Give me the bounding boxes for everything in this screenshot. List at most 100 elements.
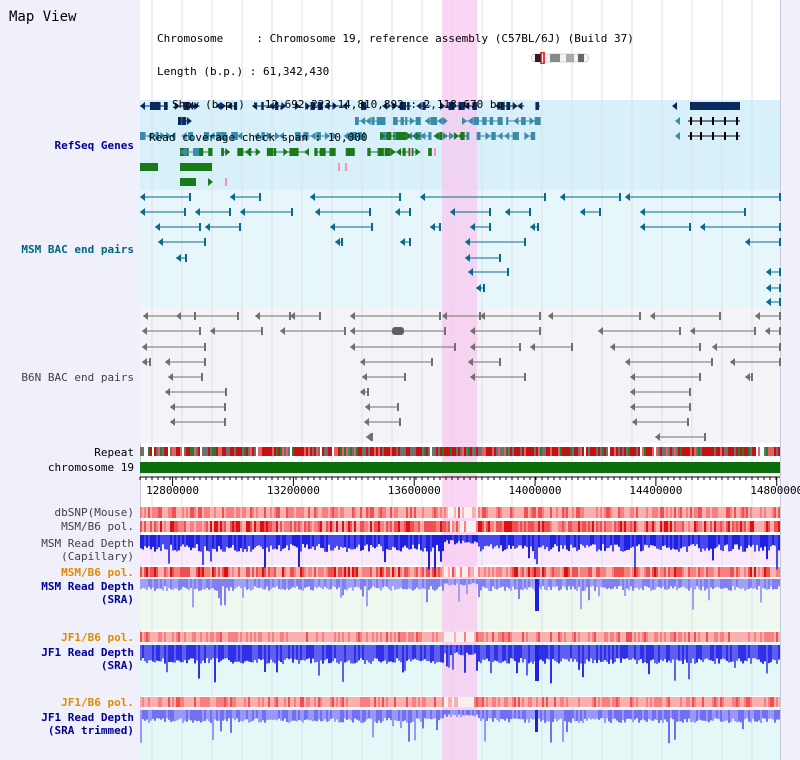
pol-cell <box>612 521 614 532</box>
pol-cell <box>224 507 226 518</box>
pol-cell <box>376 567 378 577</box>
depth-bar <box>156 710 158 719</box>
repeat-block <box>308 447 310 456</box>
depth-bar <box>144 645 146 662</box>
depth-bar <box>232 579 234 591</box>
track-label-repeat[interactable]: Repeat <box>94 446 134 459</box>
depth-bar <box>252 579 254 590</box>
depth-bar <box>736 710 738 723</box>
track-label-chromosome[interactable]: chromosome 19 <box>47 461 134 474</box>
pol-cell <box>506 697 508 707</box>
depth-bar <box>164 710 166 722</box>
depth-bar <box>420 579 422 590</box>
track-label-refseq[interactable]: RefSeq Genes <box>54 139 134 152</box>
depth-bar <box>302 535 304 545</box>
pol-cell <box>502 632 504 642</box>
depth-bar <box>258 535 260 546</box>
pol-cell <box>396 567 398 577</box>
gene-exon <box>500 102 505 110</box>
depth-bar <box>330 535 332 551</box>
pol-cell <box>688 632 690 642</box>
depth-bar <box>438 645 440 662</box>
pol-cell <box>732 521 734 532</box>
depth-bar <box>526 535 528 548</box>
pol-cell <box>286 567 288 577</box>
pol-cell <box>176 521 178 532</box>
depth-bar <box>556 579 558 587</box>
pol-cell <box>654 521 656 532</box>
depth-bar <box>336 710 338 720</box>
depth-bar <box>500 645 502 664</box>
depth-bar <box>616 579 618 589</box>
pol-cell <box>222 521 224 532</box>
repeat-block <box>288 447 290 456</box>
pol-cell <box>712 567 714 577</box>
pol-cell <box>578 507 580 518</box>
pol-cell <box>546 507 548 518</box>
repeat-block <box>254 447 256 456</box>
track-label-jf1-b6-pol-trimmed[interactable]: JF1/B6 pol. <box>61 696 134 709</box>
gene-exon <box>329 148 336 156</box>
gene-exon <box>155 102 161 110</box>
track-label-dbsnp[interactable]: dbSNP(Mouse) <box>54 506 134 519</box>
track-label-msm-depth-sra[interactable]: MSM Read Depth (SRA) <box>0 580 134 606</box>
depth-bar <box>148 645 150 661</box>
depth-spike <box>535 710 538 732</box>
pol-cell <box>192 507 194 518</box>
repeat-block <box>466 447 468 456</box>
track-label-msm-bac[interactable]: MSM BAC end pairs <box>21 243 134 256</box>
gene-exon-arrow <box>625 358 630 366</box>
pol-cell <box>630 697 632 707</box>
depth-bar <box>492 579 494 587</box>
track-label-b6n-bac[interactable]: B6N BAC end pairs <box>21 371 134 384</box>
pol-cell <box>704 697 706 707</box>
pol-cell <box>638 697 640 707</box>
pol-cell <box>400 632 402 642</box>
depth-bar <box>504 645 506 661</box>
repeat-block <box>672 447 674 456</box>
pol-cell <box>398 507 400 518</box>
depth-bar <box>558 579 560 591</box>
pol-cell <box>614 697 616 707</box>
pol-cell <box>686 632 688 642</box>
bac-end-mark <box>544 193 546 201</box>
gene-exon-arrow <box>364 418 369 426</box>
pol-cell <box>620 507 622 518</box>
gene-exon <box>530 132 536 140</box>
repeat-block <box>356 447 358 456</box>
depth-bar <box>554 710 556 719</box>
gene-exon <box>357 132 362 140</box>
pol-cell <box>698 507 700 518</box>
depth-bar <box>652 535 654 546</box>
pol-cell <box>188 521 190 532</box>
pol-cell <box>350 567 352 577</box>
track-label-jf1-depth-sra[interactable]: JF1 Read Depth (SRA) <box>0 646 134 672</box>
pol-cell <box>310 507 312 518</box>
depth-bar <box>276 710 278 721</box>
depth-bar <box>194 579 196 590</box>
depth-bar <box>474 710 476 717</box>
track-label-jf1-b6-pol[interactable]: JF1/B6 pol. <box>61 631 134 644</box>
depth-bar <box>188 645 190 660</box>
pol-cell <box>258 521 260 532</box>
depth-bar <box>728 710 730 723</box>
pol-cell <box>242 567 244 577</box>
pol-cell <box>554 507 556 518</box>
chromosome-ideogram[interactable] <box>530 52 592 64</box>
pol-cell <box>648 632 650 642</box>
pol-cell <box>562 567 564 577</box>
track-label-jf1-depth-trimmed[interactable]: JF1 Read Depth (SRA trimmed) <box>0 711 134 737</box>
pol-cell <box>604 507 606 518</box>
gene-exon <box>724 117 726 125</box>
track-label-msm-depth-capillary[interactable]: MSM Read Depth (Capillary) <box>0 537 134 563</box>
depth-bar <box>386 645 388 664</box>
track-label-msm-b6-pol[interactable]: MSM/B6 pol. <box>61 520 134 533</box>
track-label-msm-b6-pol-sra[interactable]: MSM/B6 pol. <box>61 566 134 579</box>
depth-bar <box>426 710 428 719</box>
pol-cell <box>256 567 258 577</box>
pol-cell <box>412 697 414 707</box>
repeat-block <box>180 447 182 456</box>
gene-exon <box>203 132 210 140</box>
repeat-block <box>362 447 364 456</box>
pol-cell <box>168 697 170 707</box>
